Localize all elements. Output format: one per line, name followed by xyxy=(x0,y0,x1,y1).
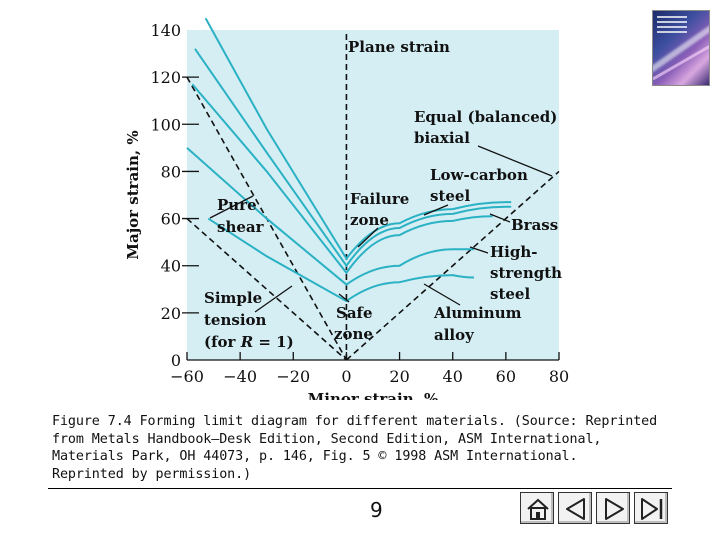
y-tick-label: 100 xyxy=(150,115,181,134)
curve-material-3 xyxy=(191,83,493,275)
book-cover-thumbnail xyxy=(652,10,710,86)
label-simple-3-pre: (for xyxy=(204,333,241,351)
label-hss-2: strength xyxy=(490,264,562,282)
curve-aluminum-alloy xyxy=(207,217,474,303)
x-tick-label: 80 xyxy=(549,367,569,386)
label-simple-3-post: = 1) xyxy=(253,333,294,351)
forward-icon xyxy=(605,498,624,520)
back-button[interactable] xyxy=(558,492,592,524)
leader-pure-shear xyxy=(209,195,254,219)
caption-divider xyxy=(48,488,672,489)
y-axis-label: Major strain, % xyxy=(124,130,142,259)
leader-equal-biaxial xyxy=(477,145,553,177)
curve-low-carbon-steel xyxy=(204,17,512,261)
label-brass: Brass xyxy=(511,216,558,234)
forward-button[interactable] xyxy=(596,492,630,524)
curve-high-strength-steel xyxy=(186,147,474,286)
leader-failure-zone xyxy=(357,227,379,248)
label-safe-1: Safe xyxy=(336,304,373,322)
end-button[interactable] xyxy=(634,492,668,524)
label-aluminum-1: Aluminum xyxy=(433,304,522,322)
leader-simple-tension xyxy=(254,285,293,313)
label-equal-biaxial-2: biaxial xyxy=(414,129,470,147)
y-tick-label: 120 xyxy=(150,68,181,87)
y-tick-label: 60 xyxy=(161,210,181,229)
label-simple-3: (for R = 1) xyxy=(204,333,294,351)
label-hss-3: steel xyxy=(490,285,530,303)
reference-line-equal-balanced-biaxial xyxy=(345,170,560,361)
book-cover-streak-2 xyxy=(653,32,709,81)
forming-limit-chart: 0 20 40 60 80 100 120 140 −60 −40 −20 0 20 40 60 80 Maj… xyxy=(124,17,569,400)
leader-brass xyxy=(489,213,511,223)
plot-area xyxy=(187,30,559,360)
label-simple-2: tension xyxy=(204,311,267,329)
leader-safe-zone xyxy=(338,293,350,303)
x-tick-label: −20 xyxy=(276,367,310,386)
y-tick-label: 40 xyxy=(161,257,181,276)
y-tick-label: 80 xyxy=(161,162,181,181)
label-simple-3-r: R xyxy=(240,333,253,351)
x-tick-label: −40 xyxy=(223,367,257,386)
end-icon xyxy=(641,498,663,520)
label-failure-2: zone xyxy=(350,211,389,229)
home-button[interactable] xyxy=(520,492,554,524)
reference-line-pure-shear xyxy=(186,217,347,361)
label-safe-2: zone xyxy=(334,325,373,343)
label-equal-biaxial-1: Equal (balanced) xyxy=(414,108,557,126)
label-plane-strain: Plane strain xyxy=(348,38,450,56)
label-low-carbon-1: Low-carbon xyxy=(430,166,528,184)
leader-hss xyxy=(469,246,489,254)
book-cover-title-lines xyxy=(657,16,687,36)
curve-brass xyxy=(194,48,512,268)
figure-caption: Figure 7.4 Forming limit diagram for dif… xyxy=(52,414,658,482)
annotation-leaders xyxy=(209,145,553,313)
label-low-carbon-2: steel xyxy=(430,187,470,205)
label-simple-1: Simple xyxy=(204,289,262,307)
x-tick-label: −60 xyxy=(170,367,204,386)
x-tick-label: 40 xyxy=(443,367,463,386)
y-tick-label: 20 xyxy=(161,304,181,323)
leader-low-carbon xyxy=(423,204,449,216)
label-failure-1: Failure xyxy=(350,190,409,208)
x-tick-label: 60 xyxy=(496,367,516,386)
label-hss-1: High- xyxy=(490,243,538,261)
back-icon xyxy=(566,498,585,520)
x-axis-label: Minor strain, % xyxy=(308,390,439,400)
y-tick-label: 140 xyxy=(150,21,181,40)
home-icon xyxy=(527,498,549,520)
label-aluminum-2: alloy xyxy=(434,326,475,344)
x-tick-label: 20 xyxy=(389,367,409,386)
x-tick-label: 0 xyxy=(341,367,351,386)
leader-aluminum xyxy=(423,283,461,306)
y-tick-label: 0 xyxy=(171,351,181,370)
page-number: 9 xyxy=(370,498,383,522)
label-pure-2: shear xyxy=(217,218,265,236)
